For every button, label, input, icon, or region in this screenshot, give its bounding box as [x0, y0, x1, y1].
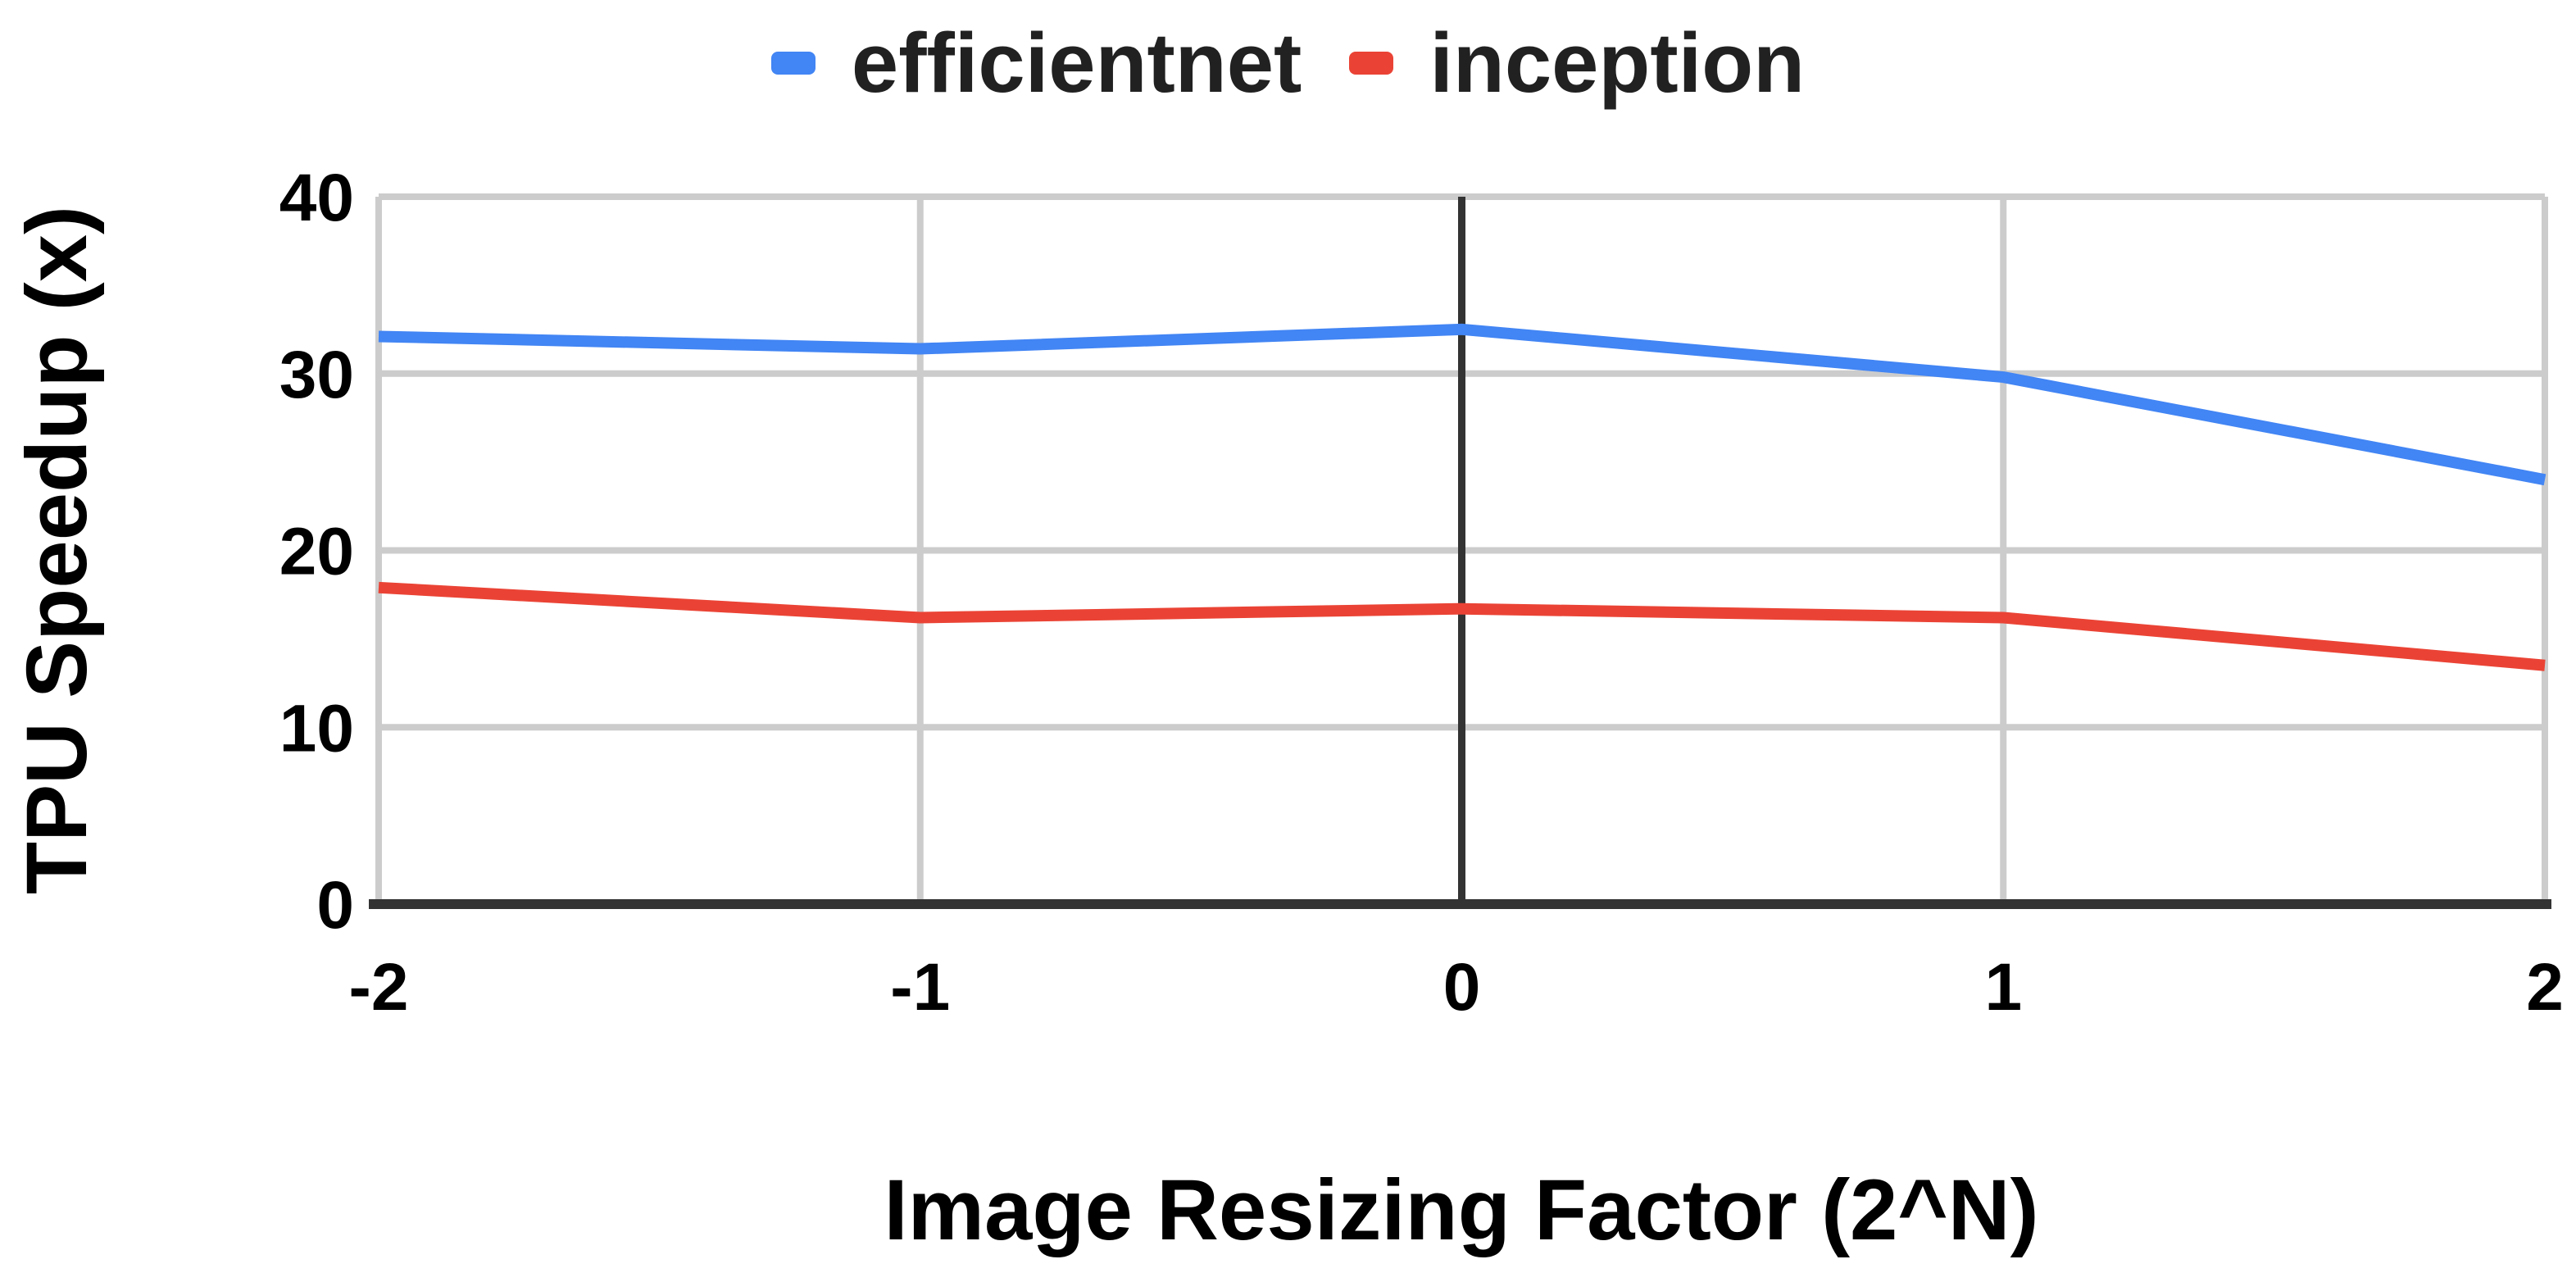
legend: efficientnet inception — [0, 3, 2576, 122]
y-tick-label-20: 20 — [279, 515, 354, 589]
legend-marker-efficientnet — [770, 51, 816, 75]
tick-layer: 0 10 20 30 40 -2 -1 0 1 2 — [279, 161, 2564, 1025]
x-tick-label-0: 0 — [1443, 950, 1481, 1025]
x-tick-label--2: -2 — [349, 950, 409, 1025]
x-tick-label-2: 2 — [2526, 950, 2564, 1025]
legend-label: inception — [1429, 16, 1806, 110]
legend-label: efficientnet — [851, 16, 1302, 110]
y-tick-label-10: 10 — [279, 691, 354, 766]
grid-layer — [369, 193, 2551, 909]
y-tick-label-40: 40 — [279, 161, 354, 235]
y-axis-title: TPU Speedup (x) — [9, 206, 105, 894]
series-layer — [378, 323, 2546, 671]
legend-item-efficientnet: efficientnet — [770, 16, 1302, 110]
series-line-efficientnet — [378, 323, 2546, 486]
legend-marker-inception — [1349, 51, 1394, 75]
x-tick-label-1: 1 — [1984, 950, 2022, 1025]
x-tick-label--1: -1 — [890, 950, 950, 1025]
series-line-inception — [378, 581, 2546, 671]
x-axis-title: Image Resizing Factor (2^N) — [884, 1162, 2038, 1258]
legend-item-inception: inception — [1349, 20, 1805, 105]
y-tick-label-30: 30 — [279, 338, 354, 412]
y-tick-label-0: 0 — [316, 868, 354, 943]
